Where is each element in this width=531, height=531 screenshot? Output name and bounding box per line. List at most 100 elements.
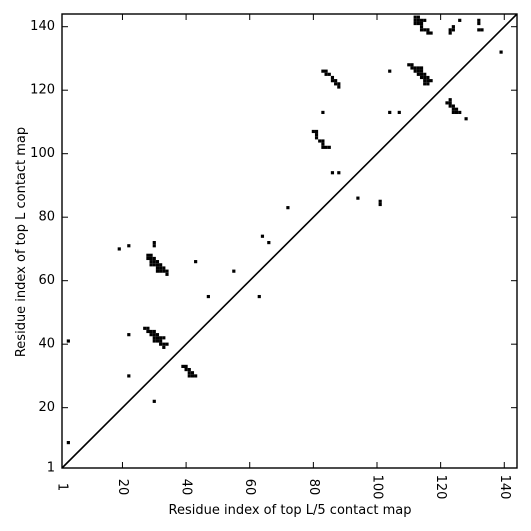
contact-point [260, 234, 265, 238]
contact-point [152, 399, 156, 403]
contact-point [337, 85, 341, 89]
contact-point [413, 21, 417, 26]
contact-point [206, 294, 210, 299]
contact-point [127, 333, 131, 337]
contact-point [413, 18, 417, 22]
contact-point [429, 31, 433, 35]
contact-point [426, 82, 430, 86]
contact-point [155, 336, 160, 340]
contact-point [152, 256, 156, 261]
contact-point [318, 139, 322, 143]
contact-point [184, 364, 188, 368]
contact-point [324, 145, 328, 149]
contact-point [451, 104, 455, 108]
contact-point [334, 82, 338, 86]
contact-points-layer [66, 15, 503, 445]
contact-point [232, 269, 236, 273]
contact-point [159, 269, 163, 273]
contact-point [152, 333, 156, 337]
contact-point [152, 329, 156, 334]
contact-point [187, 371, 191, 375]
contact-point [397, 110, 401, 115]
contact-point [416, 69, 420, 73]
contact-point [66, 441, 70, 445]
contact-point [448, 28, 452, 32]
contact-point [146, 326, 150, 330]
contact-point [356, 196, 360, 200]
x-tick-label: 100 [370, 475, 385, 500]
contact-point [267, 241, 271, 245]
contact-point [152, 260, 156, 264]
contact-point [419, 21, 424, 26]
contact-point [413, 69, 417, 73]
contact-point [464, 117, 468, 121]
contact-point [159, 266, 163, 270]
contact-point [334, 79, 338, 83]
y-tick-label: 1 [47, 461, 55, 476]
contact-point [458, 110, 462, 115]
contact-point [378, 199, 382, 203]
contact-point [127, 374, 131, 378]
y-tick-label: 100 [30, 146, 55, 161]
contact-point [165, 272, 169, 276]
contact-point [429, 79, 433, 83]
contact-point [419, 18, 424, 22]
contact-point [149, 256, 153, 261]
contact-point [477, 28, 481, 32]
contact-point [477, 21, 481, 26]
contact-point [149, 329, 153, 334]
contact-point [314, 136, 319, 140]
contact-point [423, 82, 427, 86]
contact-point [159, 263, 163, 267]
contact-point [458, 18, 462, 22]
contact-point [286, 206, 290, 210]
contact-point [184, 367, 188, 372]
diagonal-line [61, 13, 518, 469]
contact-point [143, 326, 147, 330]
contact-point [327, 72, 331, 76]
contact-point [190, 371, 195, 375]
contact-point [451, 28, 455, 32]
contact-point [419, 25, 424, 29]
contact-point [162, 336, 166, 340]
contact-point [410, 63, 414, 67]
y-tick-label: 60 [38, 273, 55, 288]
contact-point [324, 72, 328, 76]
contact-point [416, 66, 420, 70]
contact-point [423, 79, 427, 83]
contact-point [155, 339, 160, 343]
contact-point [413, 66, 417, 70]
contact-point [155, 266, 160, 270]
y-tick-label: 80 [38, 210, 55, 225]
contact-point [423, 18, 427, 22]
contact-point [419, 28, 424, 32]
contact-point [419, 75, 424, 80]
contact-point [423, 28, 427, 32]
contact-point [321, 69, 325, 73]
contact-point [162, 345, 166, 349]
contact-point [416, 72, 420, 76]
x-tick-label: 140 [497, 475, 512, 500]
contact-point [378, 202, 382, 207]
contact-point [416, 18, 420, 22]
contact-point [187, 367, 191, 372]
contact-point [327, 145, 331, 149]
contact-point [448, 31, 452, 35]
contact-point [388, 110, 392, 115]
contact-point [416, 21, 420, 26]
contact-point [311, 129, 315, 134]
contact-point [152, 241, 156, 245]
x-tick-label: 1 [55, 483, 70, 491]
contact-point [159, 342, 163, 346]
contact-point [448, 101, 452, 105]
contact-point [423, 72, 427, 76]
plot-frame [61, 13, 518, 469]
contact-point [337, 82, 341, 86]
contact-point [330, 79, 335, 83]
contact-point [426, 31, 430, 35]
contact-point [324, 69, 328, 73]
x-axis-label: Residue index of top L/5 contact map [169, 503, 412, 518]
contact-point [117, 247, 121, 251]
